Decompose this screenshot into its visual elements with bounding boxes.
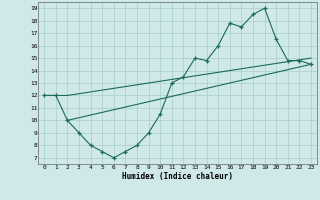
X-axis label: Humidex (Indice chaleur): Humidex (Indice chaleur) bbox=[122, 172, 233, 181]
